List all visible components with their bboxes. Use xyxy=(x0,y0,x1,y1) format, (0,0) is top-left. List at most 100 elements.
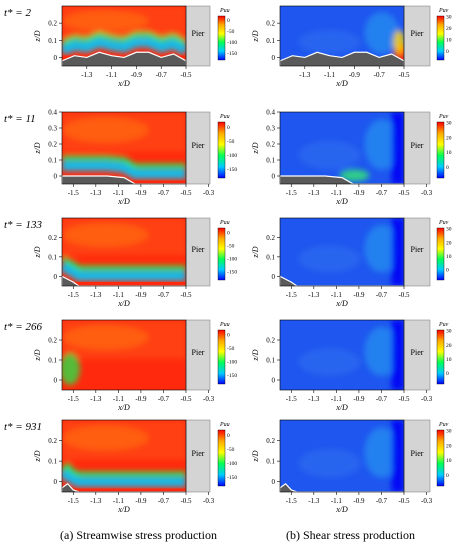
x-axis-label: x/D xyxy=(335,403,348,412)
heatmap-field xyxy=(280,320,404,390)
scour-bed xyxy=(62,482,186,492)
pier-label: Pier xyxy=(192,348,205,357)
plot-frame xyxy=(61,5,187,67)
x-tick-label: -0.9 xyxy=(135,395,147,403)
colorbar xyxy=(436,15,445,61)
heatmap-field xyxy=(62,420,186,492)
y-axis-label: z/D xyxy=(251,349,260,361)
colorbar-tick-label: -100 xyxy=(227,153,237,159)
panel-5-b: Pier -1.5 -1.3 -1.1 -0.9 -0.7 -0.5 -0.3 x/D 0 0.1 0… xyxy=(251,419,452,514)
colorbar-tick-label: 20 xyxy=(446,240,452,246)
x-tick-label: -1.1 xyxy=(113,291,125,299)
x-tick-label: -0.7 xyxy=(376,291,388,299)
colorbar-tick-label: 20 xyxy=(446,135,452,141)
y-axis-label: z/D xyxy=(251,246,260,258)
x-axis-label: x/D xyxy=(117,403,130,412)
colorbar-tick-label: -100 xyxy=(227,360,237,366)
field-blob xyxy=(298,140,361,170)
x-tick-label: -0.5 xyxy=(398,291,410,299)
time-label: t* = 133 xyxy=(4,219,42,231)
x-axis-label: x/D xyxy=(117,79,130,88)
field-blob xyxy=(364,119,400,170)
field-blob xyxy=(298,348,361,376)
panel-4-a: Pier -1.5 -1.3 -1.1 -0.9 -0.7 -0.5 -0.3 x/D 0 0.1 0… xyxy=(4,319,237,412)
x-tick-label: -0.5 xyxy=(180,189,192,197)
field-blob xyxy=(391,320,404,390)
panel-2-a: Pier -1.5 -1.3 -1.1 -0.9 -0.7 -0.5 -0.3 x/D 0 0.1 0… xyxy=(4,109,237,207)
heatmap-field xyxy=(62,218,186,286)
y-tick-label: 0.1 xyxy=(48,253,57,261)
pier-label: Pier xyxy=(192,141,205,150)
field-blob xyxy=(364,327,400,376)
colorbar-tick-label: 30 xyxy=(446,429,452,435)
colorbar-tick-label: 0 xyxy=(446,49,449,55)
x-tick-label: -0.7 xyxy=(376,497,388,505)
plot-frame xyxy=(279,111,405,185)
y-tick-label: 0.2 xyxy=(266,141,275,149)
pier-label: Pier xyxy=(411,245,424,254)
colorbar-tick-label: 30 xyxy=(446,121,452,127)
shear-layer xyxy=(62,161,186,179)
field-blob xyxy=(62,324,149,351)
x-tick-label: -1.1 xyxy=(331,395,343,403)
colorbar-tick-label: -150 xyxy=(227,51,237,57)
pier-block xyxy=(185,217,211,287)
x-tick-label: -0.9 xyxy=(135,189,147,197)
x-tick-label: -0.9 xyxy=(353,395,365,403)
y-tick-label: 0.1 xyxy=(266,37,275,45)
x-axis-label: x/D xyxy=(117,505,130,514)
colorbar-tick-label: 30 xyxy=(446,227,452,233)
x-tick-label: -0.7 xyxy=(156,71,168,79)
colorbar-tick-label: -150 xyxy=(227,270,237,276)
x-tick-label: -1.3 xyxy=(90,497,102,505)
y-tick-label: 0.2 xyxy=(266,234,275,242)
panel-2-b: Pier -1.5 -1.3 -1.1 -0.9 -0.7 -0.5 -0.3 x/D 0 0.1 0… xyxy=(251,109,452,207)
y-tick-label: 0.2 xyxy=(48,141,57,149)
panel-4-b: Pier -1.5 -1.3 -1.1 -0.9 -0.7 -0.5 -0.3 x/D 0 0.1 0… xyxy=(251,319,452,412)
time-label: t* = 11 xyxy=(4,113,36,125)
colorbar xyxy=(217,329,226,385)
x-tick-label: -1.5 xyxy=(286,189,298,197)
x-tick-label: -0.5 xyxy=(398,395,410,403)
x-tick-label: -1.1 xyxy=(113,189,125,197)
heatmap-field xyxy=(280,6,404,66)
colorbar xyxy=(217,15,226,61)
y-tick-label: 0.4 xyxy=(266,109,275,117)
x-axis-label: x/D xyxy=(335,505,348,514)
plot-frame xyxy=(61,217,187,287)
y-tick-label: 0.1 xyxy=(266,458,275,466)
y-tick-label: 0.4 xyxy=(48,109,57,117)
colorbar-tick-label: -150 xyxy=(227,373,237,379)
x-tick-label: -1.3 xyxy=(308,291,320,299)
colorbar-title: Puv xyxy=(438,322,449,328)
colorbar-tick-label: 20 xyxy=(446,343,452,349)
x-axis-label: x/D xyxy=(117,197,130,206)
y-tick-label: 0 xyxy=(54,478,58,486)
x-tick-label: -0.5 xyxy=(180,497,192,505)
y-tick-label: 0.1 xyxy=(266,253,275,261)
field-blob xyxy=(62,353,80,385)
colorbar-tick-label: 0 xyxy=(446,268,449,274)
x-tick-label: -0.9 xyxy=(353,189,365,197)
scour-bed xyxy=(62,175,186,184)
scour-bed xyxy=(62,51,186,66)
heatmap-field xyxy=(280,218,404,286)
pier-block xyxy=(403,111,431,185)
pier-block xyxy=(185,419,211,493)
y-tick-label: 0.3 xyxy=(48,125,57,133)
plot-frame xyxy=(61,419,187,493)
caption-right: (b) Shear stress production xyxy=(286,528,415,542)
field-structures xyxy=(298,112,404,184)
time-label: t* = 931 xyxy=(4,421,42,433)
y-tick-label: 0.2 xyxy=(266,337,275,345)
colorbar xyxy=(436,329,445,385)
x-tick-label: -1.5 xyxy=(68,395,80,403)
colorbar xyxy=(217,121,226,179)
x-tick-label: -1.1 xyxy=(113,497,125,505)
colorbar-tick-label: 30 xyxy=(446,329,452,335)
colorbar-tick-label: -100 xyxy=(227,461,237,467)
y-tick-label: 0.1 xyxy=(48,357,57,365)
colorbar-tick-label: 10 xyxy=(446,150,452,156)
x-tick-label: -1.1 xyxy=(106,71,118,79)
x-tick-label: -0.7 xyxy=(376,189,388,197)
